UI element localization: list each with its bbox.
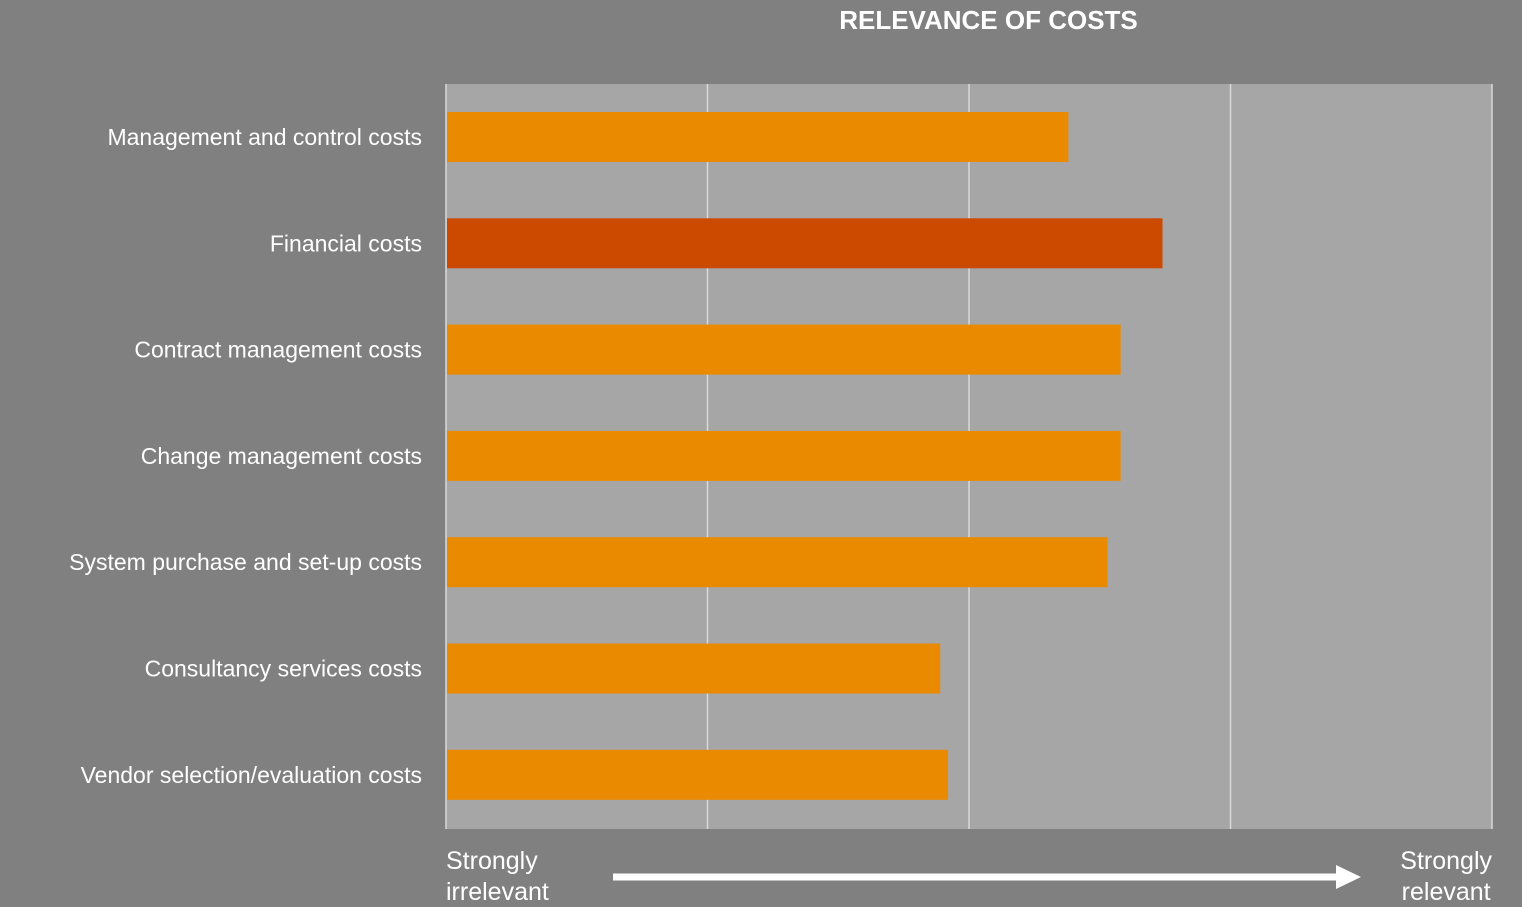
axis-right-label-line-1: Strongly xyxy=(1400,847,1492,875)
category-label: Consultancy services costs xyxy=(145,656,422,682)
bar xyxy=(447,537,1108,588)
bar xyxy=(447,749,949,800)
bar xyxy=(447,218,1163,269)
direction-arrow xyxy=(613,865,1361,889)
arrow-head-icon xyxy=(1336,865,1361,889)
axis-left-label-line-2: irrelevant xyxy=(446,878,549,906)
bar xyxy=(447,112,1069,162)
bar xyxy=(447,643,941,694)
category-label: Vendor selection/evaluation costs xyxy=(81,762,422,788)
axis-right-label: Strongly relevant xyxy=(1400,846,1492,907)
axis-left-label: Strongly irrelevant xyxy=(446,846,549,907)
category-label: Financial costs xyxy=(270,230,422,256)
category-label: System purchase and set-up costs xyxy=(69,549,422,575)
category-label: Management and control costs xyxy=(107,124,422,150)
category-label: Change management costs xyxy=(141,443,422,469)
axis-right-label-line-2: relevant xyxy=(1401,878,1491,906)
bars xyxy=(447,112,1163,800)
category-label: Contract management costs xyxy=(134,337,422,363)
chart-title: RELEVANCE OF COSTS xyxy=(839,5,1138,35)
axis-left-label-line-1: Strongly xyxy=(446,847,538,875)
category-labels: Management and control costs Financial co… xyxy=(69,124,422,788)
bar xyxy=(447,430,1121,481)
bar xyxy=(447,324,1121,375)
